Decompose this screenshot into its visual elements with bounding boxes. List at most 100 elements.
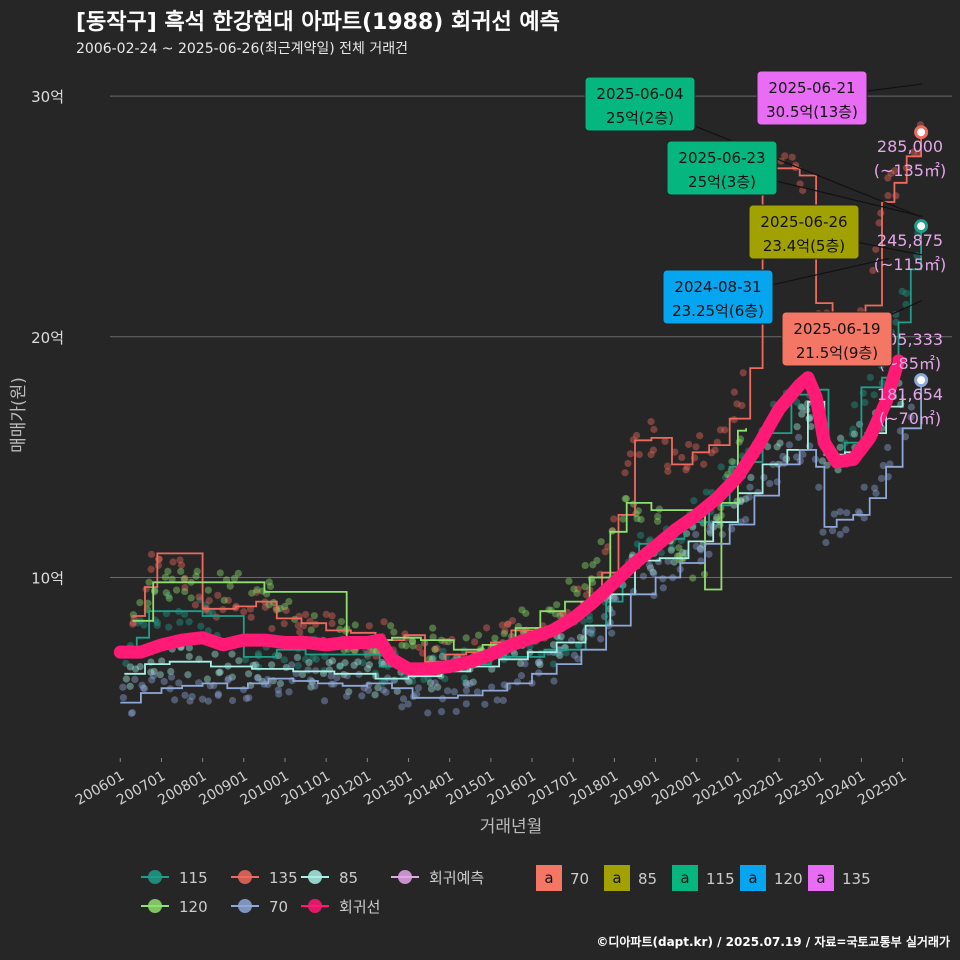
transaction-dot <box>649 446 658 454</box>
callout-box <box>756 70 868 126</box>
transaction-dot <box>499 696 507 705</box>
legend-box-item-115: a 115 <box>672 865 735 891</box>
callout-date: 2025-06-19 <box>793 320 880 338</box>
transaction-dot <box>253 586 261 594</box>
legend-item-회귀예측: 회귀예측 <box>391 869 484 887</box>
transaction-dot <box>158 657 166 665</box>
transaction-dot <box>798 410 806 418</box>
transaction-dot <box>180 610 189 618</box>
transaction-dot <box>328 619 336 628</box>
transaction-dot <box>705 550 713 558</box>
legend-box-swatch <box>536 865 562 891</box>
transaction-dot <box>249 661 257 669</box>
transaction-dot <box>177 561 186 569</box>
transaction-dot <box>156 671 164 679</box>
transaction-dot <box>409 642 417 650</box>
transaction-dot <box>208 609 217 617</box>
transaction-dot <box>730 416 738 424</box>
transaction-dot <box>516 659 525 668</box>
transaction-dot <box>426 679 435 687</box>
transaction-dot <box>193 567 201 575</box>
transaction-dot <box>429 633 437 641</box>
transaction-dot <box>242 694 251 703</box>
transaction-dot <box>437 708 446 716</box>
transaction-dot <box>481 700 489 708</box>
transaction-dot <box>622 495 630 503</box>
transaction-dot <box>155 555 163 563</box>
transaction-dot <box>462 700 470 708</box>
transaction-dot <box>203 675 212 683</box>
transaction-dot <box>700 460 708 468</box>
transaction-dot <box>147 565 155 573</box>
transaction-dot <box>463 681 471 689</box>
transaction-dot <box>266 582 275 591</box>
transaction-dot <box>175 679 183 687</box>
callout-price: 25억(3층) <box>688 173 756 191</box>
transaction-dot <box>860 483 868 491</box>
transaction-dot <box>866 373 874 382</box>
transaction-dot <box>122 675 130 683</box>
transaction-dot <box>335 662 344 671</box>
transaction-dot <box>474 631 483 639</box>
transaction-dot <box>508 617 517 625</box>
transaction-dot <box>504 620 512 628</box>
transaction-dot <box>646 564 655 572</box>
transaction-dot <box>147 668 155 676</box>
transaction-dot <box>228 650 236 658</box>
legend-label: 115 <box>179 869 208 887</box>
transaction-dot <box>438 652 446 661</box>
transaction-dot <box>664 462 672 470</box>
transaction-dot <box>294 662 302 670</box>
transaction-dot <box>202 606 210 614</box>
transaction-dot <box>371 691 379 699</box>
transaction-dot <box>884 192 892 200</box>
transaction-dot <box>398 703 406 711</box>
transaction-dot <box>149 672 158 680</box>
transaction-dot <box>428 655 436 663</box>
transaction-dot <box>374 684 382 692</box>
transaction-dot <box>655 558 663 566</box>
transaction-dot <box>144 599 152 607</box>
callout-price: 23.4억(5층) <box>763 237 845 255</box>
transaction-dot <box>305 659 313 667</box>
transaction-dot <box>214 591 222 599</box>
legend-key-dot <box>238 870 252 884</box>
transaction-dot <box>799 450 807 459</box>
transaction-dot <box>304 666 312 674</box>
callout-date: 2025-06-21 <box>768 79 855 97</box>
transaction-dot <box>364 665 372 673</box>
transaction-dot <box>632 431 641 440</box>
transaction-dot <box>815 483 823 491</box>
legend-item-120: 120 <box>141 898 208 916</box>
transaction-dot <box>907 403 915 411</box>
transaction-dot <box>521 660 529 668</box>
transaction-dot <box>265 578 273 586</box>
transaction-dot <box>228 696 237 705</box>
latest-point-marker <box>914 125 929 140</box>
series-line-70 <box>120 380 922 704</box>
transaction-dot <box>311 682 319 690</box>
transaction-dot <box>268 661 276 669</box>
transaction-dot <box>696 545 705 553</box>
transaction-dot <box>851 401 859 409</box>
transaction-dot <box>793 453 801 461</box>
transaction-dot <box>588 578 597 587</box>
transaction-dot <box>884 443 892 452</box>
transaction-dot <box>224 676 232 684</box>
transaction-dot <box>186 697 194 705</box>
transaction-dot <box>574 585 582 593</box>
transaction-dot <box>785 441 793 449</box>
transaction-dot <box>597 538 605 546</box>
transaction-dot <box>576 633 584 641</box>
prediction-value: 285,000 <box>877 137 943 156</box>
transaction-dot <box>195 593 203 601</box>
transaction-dot <box>160 677 168 686</box>
transaction-dot <box>742 495 750 503</box>
transaction-dot <box>302 610 310 619</box>
transaction-dot <box>351 621 359 629</box>
transaction-dot <box>747 473 755 482</box>
transaction-dot <box>431 645 439 653</box>
transaction-dot <box>191 601 200 609</box>
transaction-dot <box>127 709 136 718</box>
